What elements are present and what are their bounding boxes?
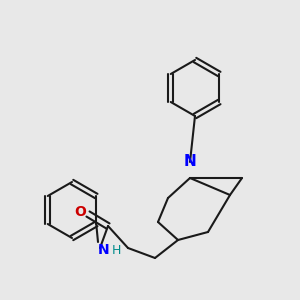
Text: H: H — [111, 244, 121, 256]
Text: O: O — [74, 205, 86, 219]
Text: N: N — [184, 154, 196, 169]
Text: N: N — [98, 243, 110, 257]
